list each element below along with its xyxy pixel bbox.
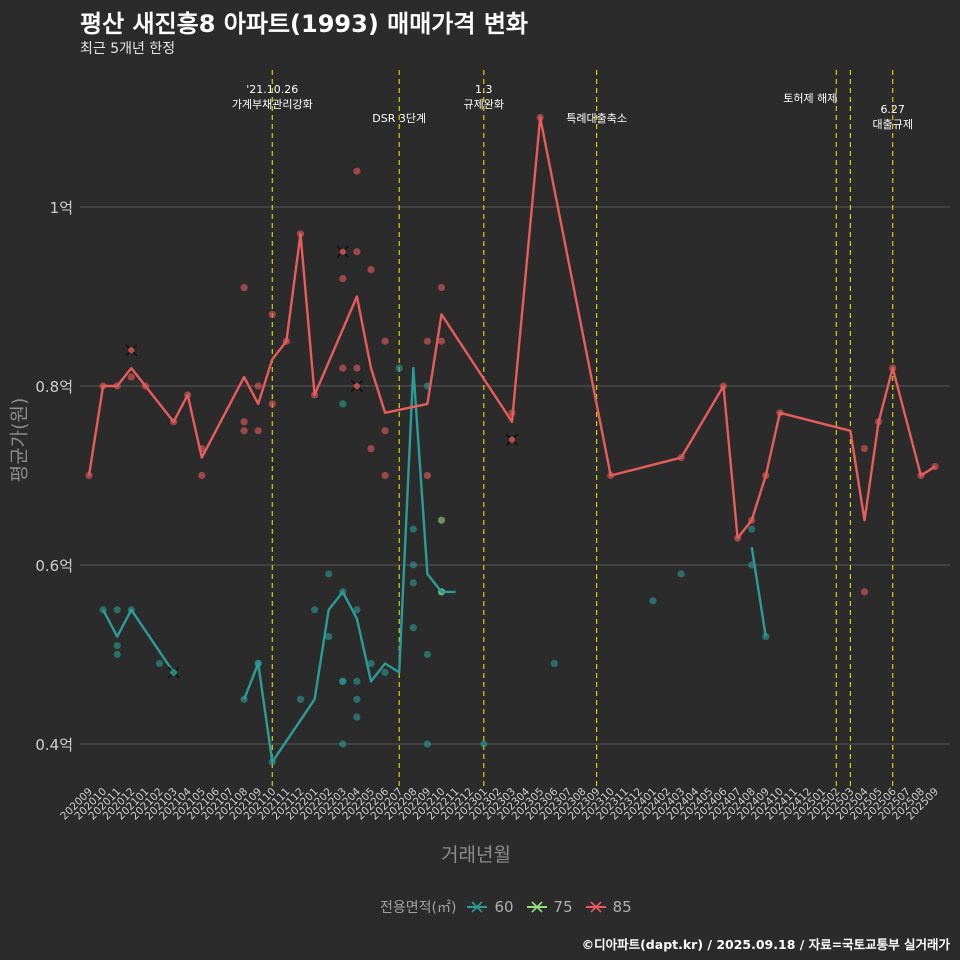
legend-key-75-icon bbox=[526, 901, 547, 913]
series-line-85 bbox=[87, 116, 936, 540]
data-point-60 bbox=[339, 740, 347, 748]
data-point-85 bbox=[860, 588, 869, 596]
data-point-85 bbox=[860, 445, 869, 453]
legend-item-85: 85 bbox=[585, 898, 632, 916]
cross-point-85 bbox=[339, 248, 346, 255]
data-point-85 bbox=[339, 275, 347, 283]
data-point-60 bbox=[649, 597, 657, 605]
data-point-60 bbox=[748, 525, 756, 533]
data-point-60 bbox=[353, 713, 361, 721]
legend-label-60: 60 bbox=[494, 898, 514, 916]
x-axis-label: 거래년월 bbox=[441, 844, 511, 866]
cross-point-85 bbox=[509, 436, 515, 443]
data-point-60 bbox=[677, 570, 685, 578]
y-tick-label: 0.8억 bbox=[35, 378, 73, 396]
data-point-60 bbox=[325, 633, 333, 641]
series-line-60 bbox=[242, 366, 456, 764]
event-label: 1.3 규제완화 bbox=[464, 83, 504, 111]
data-point-85 bbox=[367, 445, 375, 453]
data-point-60 bbox=[395, 364, 403, 372]
data-point-60 bbox=[339, 677, 347, 685]
event-label: 토허제 해제 bbox=[783, 91, 837, 105]
data-point-85 bbox=[268, 310, 276, 318]
data-point-60 bbox=[353, 695, 361, 703]
data-point-60 bbox=[762, 633, 770, 641]
data-point-85 bbox=[437, 283, 446, 292]
data-point-85 bbox=[381, 427, 389, 435]
chart-title: 평산 새진흥8 아파트(1993) 매매가격 변화 bbox=[80, 10, 528, 38]
data-point-60 bbox=[311, 606, 319, 614]
data-point-85 bbox=[353, 364, 361, 372]
y-tick-label: 0.4억 bbox=[35, 736, 73, 754]
legend-label-75: 75 bbox=[553, 898, 573, 916]
data-point-85 bbox=[240, 283, 248, 292]
y-axis-label: 평균가(원) bbox=[8, 397, 31, 483]
cross-point-60 bbox=[170, 669, 177, 676]
data-point-60 bbox=[113, 641, 121, 650]
data-point-85 bbox=[423, 471, 431, 480]
data-point-60 bbox=[409, 624, 417, 632]
data-point-60 bbox=[409, 579, 417, 587]
legend-label-85: 85 bbox=[612, 898, 632, 916]
data-point-60 bbox=[155, 659, 164, 668]
y-tick-label: 0.6억 bbox=[35, 557, 73, 575]
series-line-60 bbox=[750, 546, 767, 637]
data-point-85 bbox=[423, 337, 431, 345]
legend: 전용면적(㎡) 60 75 85 bbox=[380, 896, 644, 918]
data-point-85 bbox=[353, 167, 361, 175]
legend-key-85-icon bbox=[585, 901, 606, 913]
data-point-60 bbox=[480, 740, 488, 748]
chart-subtitle: 최근 5개년 한정 bbox=[80, 41, 176, 57]
series-line-60 bbox=[102, 608, 175, 674]
source-caption: ©디아파트(dapt.kr) / 2025.09.18 / 자료=국토교통부 실… bbox=[581, 937, 950, 952]
data-point-60 bbox=[113, 606, 121, 614]
data-point-60 bbox=[550, 659, 558, 668]
data-point-60 bbox=[381, 668, 389, 677]
data-point-85 bbox=[127, 373, 135, 381]
data-point-60 bbox=[325, 570, 333, 578]
event-label: 특례대출축소 bbox=[566, 112, 627, 125]
legend-key-60-icon bbox=[467, 901, 488, 913]
data-point-60 bbox=[353, 677, 361, 685]
data-point-60 bbox=[409, 561, 417, 569]
event-label: 6.27 대출규제 bbox=[872, 103, 912, 131]
legend-title: 전용면적(㎡) bbox=[380, 900, 457, 916]
data-point-60 bbox=[353, 606, 361, 614]
event-label: '21.10.26 가계부채관리강화 bbox=[232, 83, 313, 111]
data-point-60 bbox=[409, 525, 417, 533]
data-point-85 bbox=[240, 418, 248, 426]
legend-item-60: 60 bbox=[466, 898, 514, 916]
data-point-60 bbox=[423, 740, 431, 748]
data-point-85 bbox=[339, 364, 347, 372]
data-point-85 bbox=[437, 337, 446, 345]
data-point-85 bbox=[381, 337, 389, 345]
data-point-85 bbox=[381, 471, 389, 480]
data-point-85 bbox=[254, 427, 262, 435]
cross-point-85 bbox=[353, 383, 360, 389]
data-point-85 bbox=[268, 400, 276, 408]
data-point-60 bbox=[367, 659, 375, 668]
data-point-60 bbox=[296, 695, 305, 703]
data-point-60 bbox=[113, 650, 121, 659]
data-point-85 bbox=[254, 382, 262, 390]
event-label: DSR 3단계 bbox=[372, 112, 426, 125]
data-point-85 bbox=[367, 266, 375, 274]
data-point-75 bbox=[437, 516, 446, 524]
data-point-85 bbox=[240, 427, 248, 435]
y-tick-label: 1억 bbox=[50, 199, 73, 217]
legend-item-75: 75 bbox=[526, 898, 573, 916]
data-point-85 bbox=[198, 471, 206, 480]
cross-point-85 bbox=[128, 347, 135, 354]
data-point-60 bbox=[339, 400, 347, 408]
data-point-60 bbox=[423, 650, 431, 659]
data-point-85 bbox=[353, 248, 361, 256]
